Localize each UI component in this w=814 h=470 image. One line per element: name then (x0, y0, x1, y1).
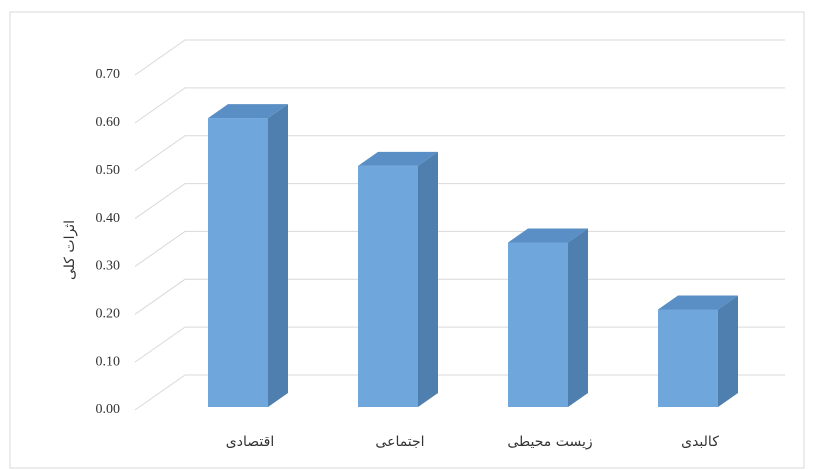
grid-line (134, 135, 785, 172)
bar-top (508, 228, 588, 243)
y-tick-label: 0.50 (96, 163, 121, 178)
y-tick-label: 0.70 (96, 67, 121, 82)
y-tick-label: 0.40 (96, 211, 121, 226)
grid-line (134, 183, 785, 219)
bar (508, 242, 568, 407)
bar-top (208, 104, 288, 119)
bar-side (718, 295, 738, 407)
bar-top (358, 151, 438, 166)
x-tick-label: زیست محیطی (507, 434, 592, 450)
bar (658, 309, 718, 407)
grid-line (134, 39, 785, 76)
y-tick-label: 0.20 (96, 307, 121, 322)
bar-side (418, 151, 438, 407)
bar-top (658, 295, 738, 310)
chart-border (9, 11, 805, 469)
x-tick-label: اجتماعی (375, 434, 424, 450)
x-tick-label: کالبدی (681, 434, 719, 450)
x-tick-label: اقتصادی (226, 434, 274, 450)
bar-side (268, 104, 288, 408)
bar-side (568, 228, 588, 407)
y-tick-label: 0.10 (96, 354, 121, 369)
grid-line (134, 87, 785, 124)
y-tick-label: 0.30 (96, 259, 121, 274)
bar (208, 118, 268, 408)
bar (358, 165, 418, 407)
y-tick-label: 0.60 (96, 115, 121, 130)
y-tick-label: 0.00 (96, 402, 121, 417)
y-axis-label: اثرات کلی (62, 220, 78, 280)
